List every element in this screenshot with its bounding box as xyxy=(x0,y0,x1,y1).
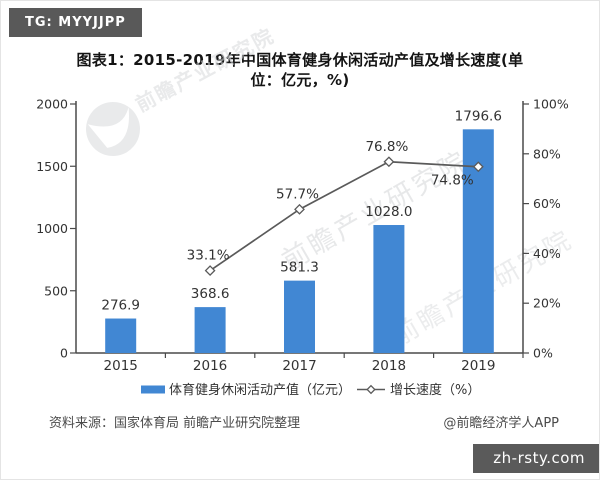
watermark-text-topleft: 前瞻产业研究院 xyxy=(131,23,278,116)
right-axis-tick-label: 100% xyxy=(533,97,569,112)
legend-bar-swatch xyxy=(141,385,165,394)
watermark-globe-swoosh xyxy=(87,107,130,148)
site-watermark-badge: zh-rsty.com xyxy=(473,444,599,473)
bar-value-label: 1028.0 xyxy=(365,204,412,220)
bar-2018 xyxy=(373,225,405,353)
right-axis-tick-label: 80% xyxy=(533,146,561,161)
left-axis-tick-label: 2000 xyxy=(36,97,68,112)
right-axis-tick-label: 40% xyxy=(533,246,561,261)
chart-title-line1: 图表1：2015-2019年中国体育健身休闲活动产值及增长速度(单 xyxy=(76,51,524,69)
watermark-logo-group: 前瞻产业研究院 xyxy=(86,23,279,156)
x-axis-category-label: 2015 xyxy=(104,358,138,374)
right-axis-tick-label: 60% xyxy=(533,196,561,211)
growth-rate-label: 76.8% xyxy=(365,139,408,155)
line-marker-2016 xyxy=(204,265,216,277)
left-axis-tick-label: 1500 xyxy=(36,159,68,174)
legend-line-label: 增长速度（%） xyxy=(390,382,480,398)
bar-value-label: 581.3 xyxy=(280,260,319,276)
bar-2015 xyxy=(105,318,137,353)
source-row: 资料来源：国家体育局 前瞻产业研究院整理 @前瞻经济学人APP xyxy=(49,412,559,431)
left-axis-tick-label: 1000 xyxy=(36,221,68,236)
chart-title-line2: 位：亿元，%) xyxy=(250,71,350,89)
bar-value-label: 368.6 xyxy=(191,286,230,302)
bar-2017 xyxy=(284,280,315,353)
legend-bar-label: 体育健身休闲活动产值（亿元） xyxy=(169,382,351,398)
right-axis-tick-label: 20% xyxy=(533,296,561,311)
legend-line-marker xyxy=(366,384,376,395)
data-source-text: 资料来源：国家体育局 前瞻产业研究院整理 xyxy=(49,416,301,431)
left-axis-tick-label: 0 xyxy=(60,346,68,361)
chart-title: 图表1：2015-2019年中国体育健身休闲活动产值及增长速度(单 位：亿元，%… xyxy=(41,50,559,90)
x-axis-category-label: 2019 xyxy=(461,358,495,374)
line-marker-2018 xyxy=(383,156,395,168)
bar-2016 xyxy=(194,307,226,353)
growth-rate-label: 33.1% xyxy=(187,248,230,264)
x-axis-category-label: 2018 xyxy=(372,358,406,374)
line-marker-2017 xyxy=(294,203,305,215)
x-axis-category-label: 2017 xyxy=(282,358,316,374)
publisher-credit-text: @前瞻经济学人APP xyxy=(443,416,559,431)
right-axis-tick-label: 0% xyxy=(533,346,553,361)
x-axis-category-label: 2016 xyxy=(193,358,227,374)
growth-rate-label: 57.7% xyxy=(276,186,319,202)
left-axis-tick-label: 500 xyxy=(44,283,68,298)
bar-value-label: 276.9 xyxy=(101,298,140,314)
growth-rate-line xyxy=(209,160,479,272)
bar-value-label: 1796.6 xyxy=(455,108,502,124)
growth-rate-label: 74.8% xyxy=(431,173,474,189)
line-marker-2019 xyxy=(472,161,484,173)
tg-channel-badge: TG: MYYJJPP xyxy=(9,8,142,37)
